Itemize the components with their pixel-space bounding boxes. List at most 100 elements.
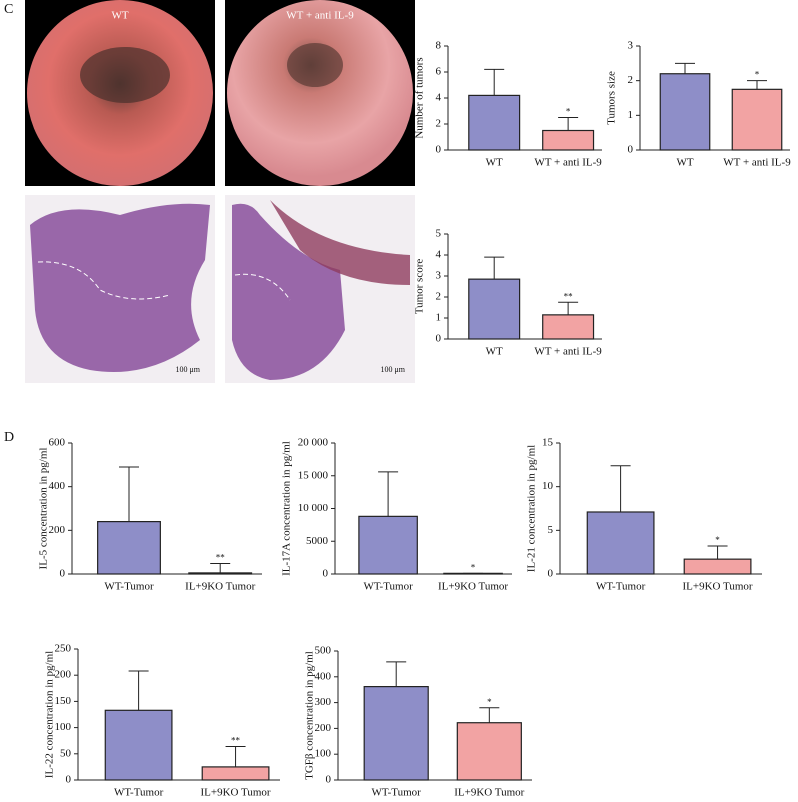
significance: * <box>471 562 476 572</box>
x-tick-label: WT-Tumor <box>363 581 413 593</box>
y-tick-label: 200 <box>55 669 72 681</box>
y-tick-label: 15 000 <box>298 469 329 481</box>
y-tick-label: 3 <box>628 40 634 52</box>
lumen <box>287 43 343 87</box>
x-tick-label: WT <box>486 346 503 358</box>
bar <box>468 278 521 340</box>
y-tick-label: 20 000 <box>298 437 329 449</box>
x-tick-label: WT-Tumor <box>372 787 422 799</box>
y-tick-label: 100 <box>55 721 72 733</box>
y-tick-label: 2 <box>436 118 442 130</box>
bar <box>731 88 783 151</box>
significance: ** <box>564 291 574 301</box>
x-tick-label: WT <box>486 157 503 169</box>
y-tick-label: 2 <box>628 74 634 86</box>
y-axis-label: IL-21 concentration in pg/ml <box>526 445 538 572</box>
y-tick-label: 600 <box>49 437 66 449</box>
y-tick-label: 500 <box>315 645 332 657</box>
x-tick-label: WT + anti IL-9 <box>534 157 602 169</box>
y-tick-label: 50 <box>60 747 72 759</box>
bar <box>97 520 161 575</box>
y-tick-label: 4 <box>436 249 442 261</box>
x-tick-label: WT <box>676 157 693 169</box>
x-tick-label: WT + anti IL-9 <box>723 157 791 169</box>
y-axis-label: TGFβ concentration in pg/ml <box>304 651 316 780</box>
bar <box>456 722 522 781</box>
bar <box>104 709 173 781</box>
image-label: WT + anti IL-9 <box>286 10 354 22</box>
scale-bar-label: 100 μm <box>175 365 200 374</box>
x-tick-label: WT-Tumor <box>114 787 164 799</box>
y-tick-label: 0 <box>323 568 329 580</box>
y-axis-label: IL-17A concentration in pg/ml <box>281 441 293 576</box>
y-tick-label: 200 <box>49 524 66 536</box>
bar <box>542 129 595 151</box>
x-tick-label: WT + anti IL-9 <box>534 346 602 358</box>
y-tick-label: 10 <box>542 480 554 492</box>
x-tick-label: WT-Tumor <box>596 581 646 593</box>
significance: ** <box>216 553 226 563</box>
x-tick-label: IL+9KO Tumor <box>454 787 524 799</box>
y-tick-label: 10 000 <box>298 502 329 514</box>
bar <box>363 686 429 781</box>
bar <box>468 94 521 151</box>
y-tick-label: 4 <box>436 92 442 104</box>
y-tick-label: 250 <box>55 643 72 655</box>
significance: * <box>487 697 492 707</box>
y-tick-label: 5 <box>436 228 442 240</box>
y-tick-label: 1 <box>436 312 442 324</box>
y-tick-label: 400 <box>315 670 332 682</box>
x-tick-label: WT-Tumor <box>104 581 154 593</box>
significance: * <box>566 107 571 117</box>
bar <box>358 515 418 575</box>
y-tick-label: 0 <box>436 144 442 156</box>
dashed-line <box>234 273 291 301</box>
y-tick-label: 3 <box>436 270 442 282</box>
tissue <box>270 200 410 285</box>
endoscopy-view <box>227 0 413 186</box>
y-axis-label: Tumors size <box>606 71 618 125</box>
y-tick-label: 0 <box>628 144 634 156</box>
scale-bar-label: 100 μm <box>380 365 405 374</box>
y-tick-label: 5 <box>548 524 554 536</box>
y-tick-label: 0 <box>548 568 554 580</box>
y-tick-label: 1 <box>628 109 634 121</box>
y-tick-label: 8 <box>436 40 442 52</box>
significance: * <box>715 535 720 545</box>
tissue <box>232 203 345 380</box>
y-tick-label: 100 <box>315 748 332 760</box>
bar <box>659 73 711 151</box>
y-tick-label: 0 <box>66 774 72 786</box>
x-tick-label: IL+9KO Tumor <box>438 581 508 593</box>
y-axis-label: IL-22 concentration in pg/ml <box>44 651 56 778</box>
y-tick-label: 6 <box>436 66 442 78</box>
y-axis-label: Number of tumors <box>414 57 426 138</box>
y-tick-label: 400 <box>49 480 66 492</box>
y-axis-label: Tumor score <box>414 259 426 315</box>
bar <box>542 314 595 340</box>
y-tick-label: 200 <box>315 722 332 734</box>
x-tick-label: IL+9KO Tumor <box>185 581 255 593</box>
tissue <box>30 203 210 372</box>
y-tick-label: 150 <box>55 695 72 707</box>
bar <box>201 766 270 781</box>
y-tick-label: 0 <box>60 568 66 580</box>
bar <box>586 511 655 575</box>
y-axis-label: IL-5 concentration in pg/ml <box>38 448 50 570</box>
bar <box>188 572 253 575</box>
y-tick-label: 15 <box>542 437 554 449</box>
x-tick-label: IL+9KO Tumor <box>201 787 271 799</box>
y-tick-label: 5000 <box>306 535 329 547</box>
significance: * <box>755 70 760 80</box>
x-tick-label: IL+9KO Tumor <box>683 581 753 593</box>
y-tick-label: 0 <box>436 333 442 345</box>
lumen <box>80 47 170 103</box>
y-tick-label: 300 <box>315 696 332 708</box>
y-tick-label: 0 <box>326 774 332 786</box>
panel-label: C <box>4 2 13 17</box>
panel-label: D <box>4 430 14 445</box>
bar <box>683 558 752 575</box>
significance: ** <box>231 736 241 746</box>
y-tick-label: 2 <box>436 291 442 303</box>
